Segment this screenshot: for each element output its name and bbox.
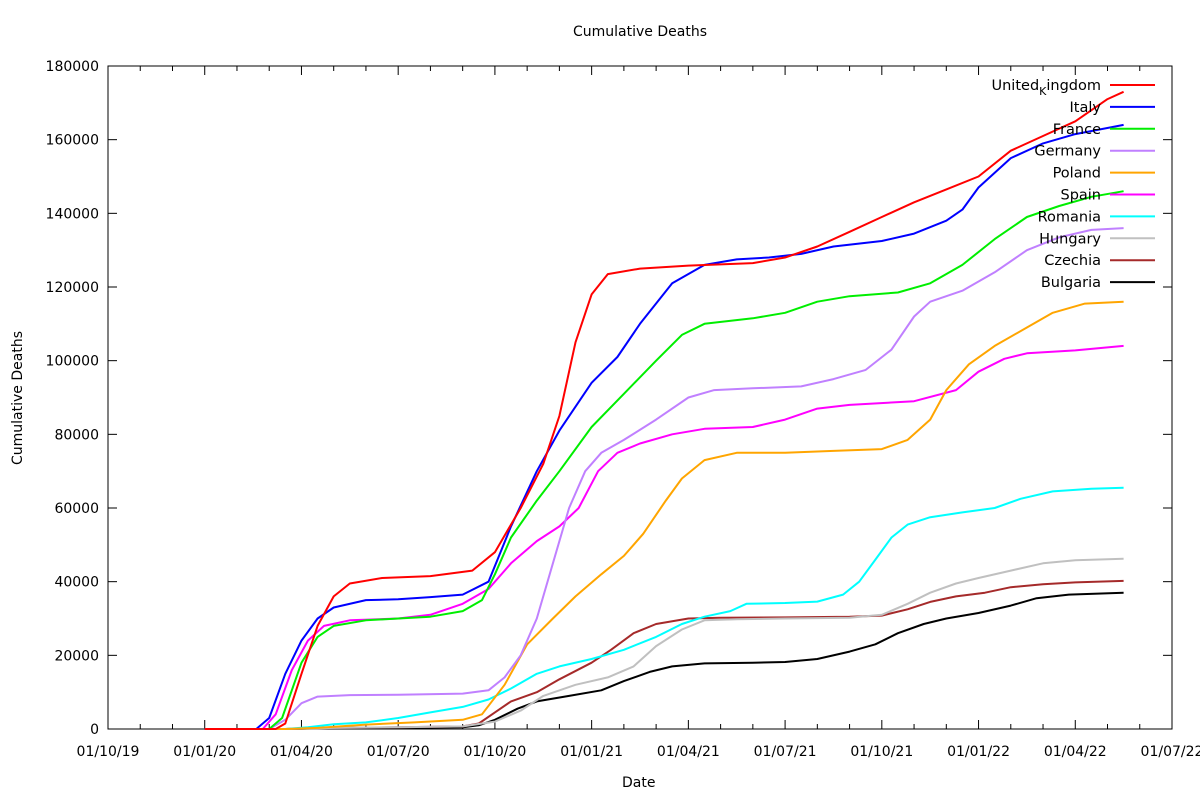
plot-frame: 0 20000 40000 60000 80000 100000 120000 140000 1… — [46, 59, 1200, 760]
x-tick-label: 01/04/20 — [270, 744, 333, 760]
y-tick-label: 20000 — [54, 648, 99, 664]
y-tick-label: 120000 — [46, 280, 99, 296]
series-line-bulgaria — [204, 591, 1124, 730]
y-tick-label: 60000 — [54, 501, 99, 517]
y-tick-label: 80000 — [54, 427, 99, 443]
y-tick-label: 40000 — [54, 575, 99, 591]
legend-item: Bulgaria — [1041, 275, 1155, 291]
legend-label: UnitedKingdom — [992, 78, 1102, 98]
x-tick-label: 01/04/22 — [1044, 744, 1107, 760]
legend-item: France — [1053, 122, 1155, 138]
legend-item: UnitedKingdom — [992, 78, 1155, 98]
legend-item: Romania — [1038, 209, 1155, 225]
legend: UnitedKingdom Italy France Germany Poland Spa… — [992, 78, 1155, 291]
legend-item: Hungary — [1039, 231, 1155, 247]
y-tick-label: 180000 — [46, 59, 99, 75]
series-line-italy — [204, 123, 1124, 730]
legend-label: Spain — [1060, 188, 1101, 204]
x-axis-label: Date — [622, 775, 656, 791]
x-tick-label: 01/04/21 — [657, 744, 720, 760]
x-tick-label: 01/01/20 — [173, 744, 236, 760]
legend-label: Bulgaria — [1041, 275, 1101, 291]
series-line-united_kingdom — [204, 90, 1125, 730]
x-tick-label: 01/01/22 — [947, 744, 1010, 760]
series-line-germany — [204, 227, 1124, 730]
legend-item: Italy — [1070, 100, 1155, 116]
chart-title: Cumulative Deaths — [573, 24, 707, 40]
legend-item: Poland — [1053, 166, 1155, 182]
y-axis-label: Cumulative Deaths — [10, 331, 26, 465]
x-tick-label: 01/07/20 — [367, 744, 430, 760]
series-line-hungary — [204, 557, 1124, 730]
legend-label: France — [1053, 122, 1101, 138]
legend-item: Spain — [1060, 188, 1155, 204]
series-line-romania — [204, 486, 1124, 730]
x-tick-label: 01/07/22 — [1141, 744, 1200, 760]
y-tick-label: 100000 — [46, 354, 99, 370]
x-tick-label: 01/10/20 — [463, 744, 526, 760]
legend-label: Poland — [1053, 166, 1101, 182]
legend-label: Italy — [1070, 100, 1102, 116]
y-tick-label: 140000 — [46, 206, 99, 222]
series-line-czechia — [204, 579, 1124, 730]
series-line-spain — [204, 344, 1124, 730]
x-tick-label: 01/10/19 — [77, 744, 140, 760]
legend-label: Germany — [1034, 144, 1101, 160]
x-tick-label: 01/10/21 — [850, 744, 913, 760]
y-tick-label: 160000 — [46, 133, 99, 149]
legend-item: Germany — [1034, 144, 1155, 160]
legend-item: Czechia — [1044, 253, 1155, 269]
x-tick-label: 01/07/21 — [754, 744, 817, 760]
series-layer — [204, 90, 1125, 730]
legend-label: Romania — [1038, 209, 1101, 225]
y-tick-label: 0 — [90, 722, 99, 738]
series-line-poland — [204, 300, 1124, 730]
legend-label: Hungary — [1039, 231, 1101, 247]
series-line-france — [204, 190, 1124, 730]
legend-label: Czechia — [1044, 253, 1101, 269]
x-tick-label: 01/01/21 — [560, 744, 623, 760]
